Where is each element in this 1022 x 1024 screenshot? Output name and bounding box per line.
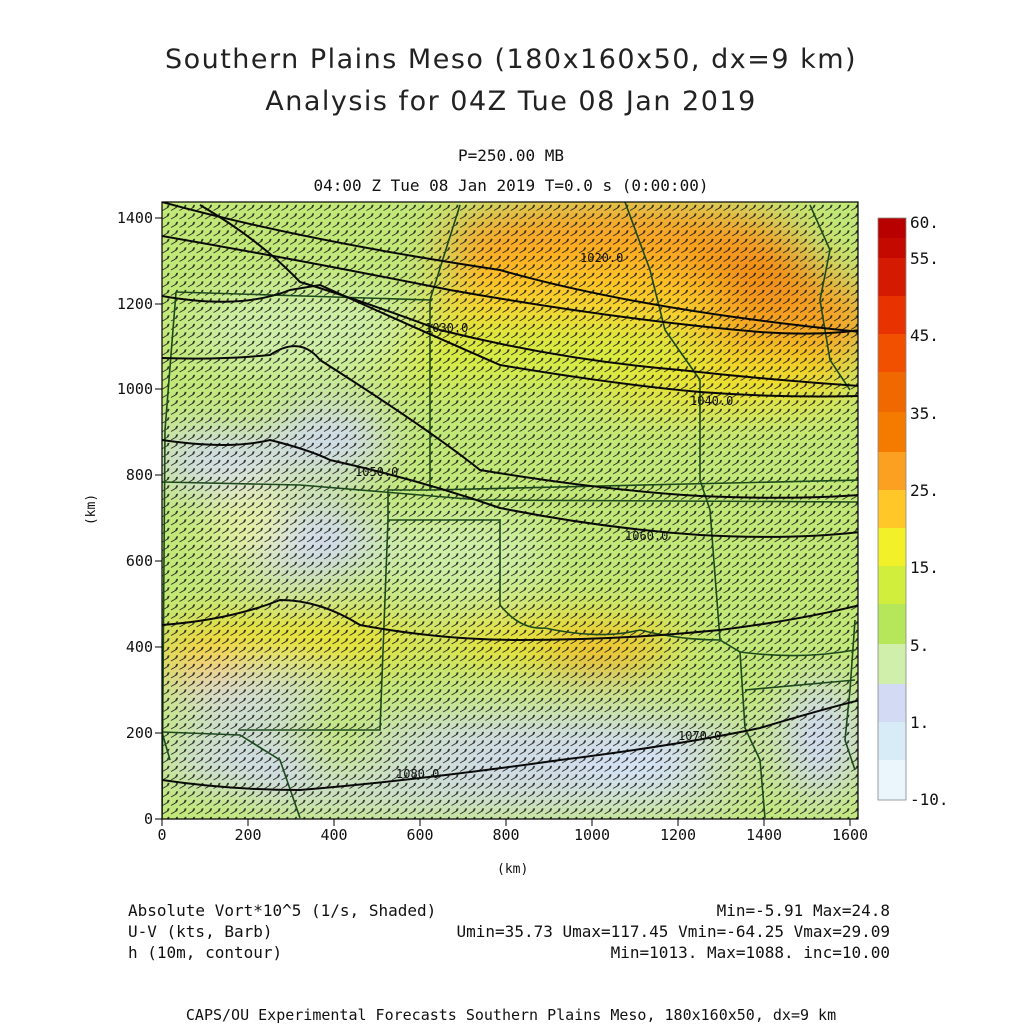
plot-frame bbox=[161, 201, 859, 820]
y-tick-label: 800 bbox=[125, 466, 153, 484]
state-boundaries bbox=[162, 202, 858, 819]
contour-label: 1080.0 bbox=[396, 767, 439, 781]
y-tick-label: 1200 bbox=[116, 295, 153, 313]
y-tick-label: 600 bbox=[125, 552, 153, 570]
height-contours bbox=[162, 202, 858, 792]
colorbar-label: 45. bbox=[910, 326, 939, 345]
colorbar-label: 35. bbox=[910, 404, 939, 423]
x-tick-label: 600 bbox=[406, 826, 434, 844]
x-axis-label: (km) bbox=[497, 862, 529, 877]
x-tick-label: 1600 bbox=[831, 826, 869, 844]
colorbar-label: 5. bbox=[910, 636, 930, 655]
vorticity-shading: 1020.0 1030.0 1040.0 1050.0 1060.0 1070.… bbox=[162, 202, 858, 819]
axis-ticks bbox=[155, 217, 851, 826]
x-tick-label: 0 bbox=[157, 826, 167, 844]
contour-label: 1030.0 bbox=[425, 321, 468, 335]
y-tick-label: 1400 bbox=[116, 209, 153, 227]
field3-stats: Min=1013. Max=1088. inc=10.00 bbox=[610, 943, 890, 962]
field2-stats: Umin=35.73 Umax=117.45 Vmin=-64.25 Vmax=… bbox=[456, 922, 890, 941]
x-tick-label: 1200 bbox=[659, 826, 697, 844]
credit-line: CAPS/OU Experimental Forecasts Southern … bbox=[185, 1006, 837, 1024]
contour-label: 1070.0 bbox=[678, 729, 721, 743]
y-tick-label: 0 bbox=[143, 810, 153, 828]
field3-name: h (10m, contour) bbox=[128, 943, 283, 962]
contour-label: 1040.0 bbox=[690, 394, 733, 408]
colorbar-label: -10. bbox=[910, 790, 949, 809]
y-tick-label: 1000 bbox=[116, 380, 153, 398]
colorbar-label: 55. bbox=[910, 249, 939, 268]
contour-labels: 1020.0 1030.0 1040.0 1050.0 1060.0 1070.… bbox=[355, 251, 733, 781]
y-tick-label: 200 bbox=[125, 724, 153, 742]
title-line-1: Southern Plains Meso (180x160x50, dx=9 k… bbox=[164, 44, 858, 75]
x-tick-label: 200 bbox=[234, 826, 262, 844]
y-axis-label: (km) bbox=[84, 493, 100, 526]
field1-stats: Min=-5.91 Max=24.8 bbox=[716, 901, 890, 920]
colorbar-label: 25. bbox=[910, 481, 939, 500]
colorbar bbox=[877, 217, 907, 801]
colorbar-label: 15. bbox=[910, 558, 939, 577]
contour-label: 1060.0 bbox=[625, 529, 668, 543]
x-tick-label: 400 bbox=[320, 826, 348, 844]
valid-time: 04:00 Z Tue 08 Jan 2019 T=0.0 s (0:00:00… bbox=[313, 176, 709, 195]
colorbar-label: 60. bbox=[910, 213, 939, 232]
x-tick-label: 1400 bbox=[745, 826, 783, 844]
pressure-level: P=250.00 MB bbox=[458, 146, 564, 165]
y-tick-label: 400 bbox=[125, 638, 153, 656]
field1-name: Absolute Vort*10^5 (1/s, Shaded) bbox=[128, 901, 437, 920]
colorbar-label: 1. bbox=[910, 713, 930, 732]
x-tick-label: 1000 bbox=[573, 826, 611, 844]
title-line-2: Analysis for 04Z Tue 08 Jan 2019 bbox=[265, 86, 757, 117]
field2-name: U-V (kts, Barb) bbox=[128, 922, 273, 941]
x-tick-label: 800 bbox=[492, 826, 520, 844]
contour-label: 1020.0 bbox=[580, 251, 623, 265]
contour-label: 1050.0 bbox=[355, 465, 398, 479]
